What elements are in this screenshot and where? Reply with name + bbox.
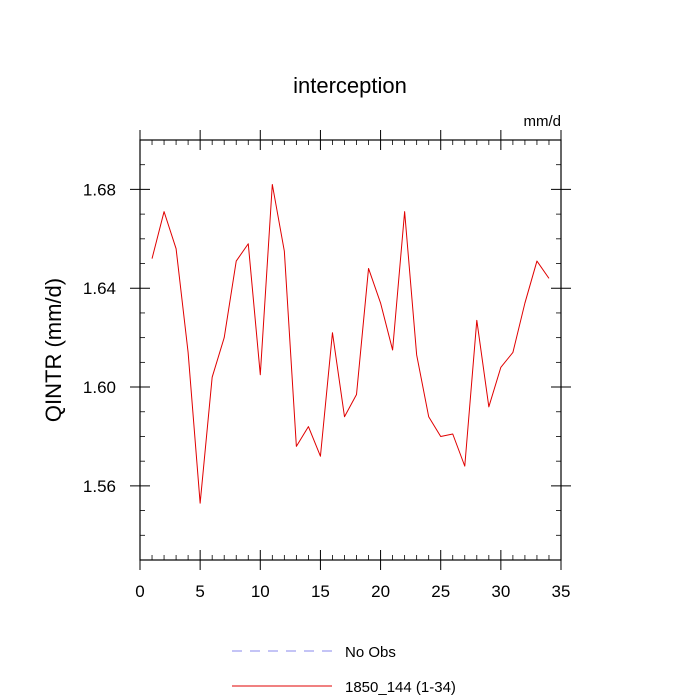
x-tick-label: 25: [431, 582, 450, 601]
y-tick-label: 1.64: [83, 279, 116, 298]
legend-label: 1850_144 (1-34): [345, 679, 456, 696]
x-tick-label: 30: [491, 582, 510, 601]
legend: No Obs 1850_144 (1-34): [232, 644, 456, 696]
plot-frame: [139, 139, 562, 561]
x-tick-label: 15: [311, 582, 330, 601]
series-layer: [151, 183, 550, 504]
legend-label: No Obs: [345, 644, 396, 661]
series-line: [151, 183, 550, 504]
y-tick-label: 1.68: [83, 180, 116, 199]
x-tick-label: 0: [135, 582, 144, 601]
x-tick-label: 10: [251, 582, 270, 601]
x-tick-label: 20: [371, 582, 390, 601]
y-axis-label: QINTR (mm/d): [41, 278, 66, 422]
axes-ticks: [130, 130, 571, 570]
y-tick-label: 1.56: [83, 477, 116, 496]
chart-title: interception: [293, 73, 407, 98]
x-tick-label: 5: [195, 582, 204, 601]
x-tick-labels: 0 5 10 15 20 25 30 35: [135, 582, 570, 601]
y-tick-labels: 1.56 1.60 1.64 1.68: [83, 180, 116, 495]
x-tick-label: 35: [552, 582, 571, 601]
units-label: mm/d: [524, 113, 562, 130]
y-tick-label: 1.60: [83, 378, 116, 397]
